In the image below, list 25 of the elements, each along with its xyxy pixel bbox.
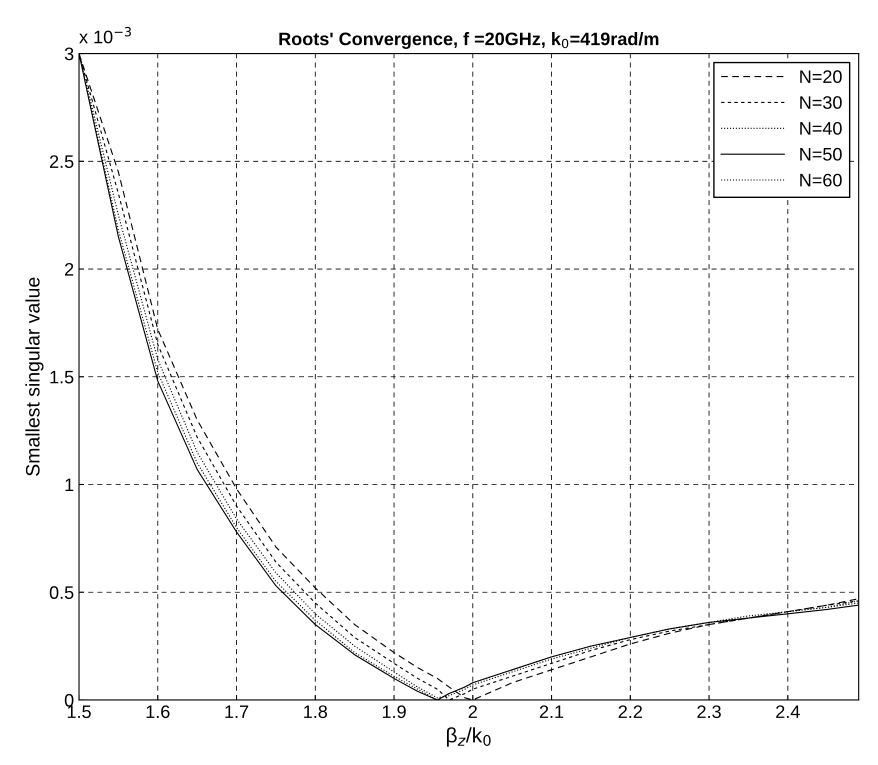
x-tick-label: 2: [468, 705, 477, 718]
x-tick-label: 1.7: [225, 706, 248, 718]
chart-title: Roots' Convergence, f =20GHz, k$_{0}$=419rad/m: [279, 32, 658, 49]
x-tick-label: 1.8: [304, 705, 328, 718]
x-tick-label: 2.4: [776, 705, 800, 718]
x-axis-title: β$_{z}$/k$_{0}$: [446, 727, 491, 747]
y-tick-label: 2.5: [50, 155, 74, 168]
x-tick-label: 1.6: [146, 705, 170, 718]
y-tick-label: 2: [65, 262, 74, 276]
y-tick-label: 0.5: [50, 586, 74, 599]
x-tick-label: 2.3: [697, 705, 721, 718]
legend-label: N=60: [800, 174, 842, 186]
legend-label: N=20: [800, 70, 842, 84]
x-tick-label: 2.1: [540, 705, 564, 718]
text: x 10$^{−3}$: [79, 26, 131, 44]
y-tick-label: 0: [64, 694, 74, 707]
legend-label: N=50: [800, 148, 842, 161]
y-tick-label: 3: [64, 47, 74, 60]
legend-label: N=30: [800, 96, 842, 109]
x-tick-label: 1.9: [382, 705, 406, 718]
y-tick-label: 1.5: [50, 370, 74, 384]
legend-label: N=40: [800, 122, 842, 135]
x-tick-label: 2.2: [618, 705, 642, 718]
y-tick-label: 1: [65, 478, 74, 492]
y-axis-title: Smallest singular value: [25, 278, 44, 476]
